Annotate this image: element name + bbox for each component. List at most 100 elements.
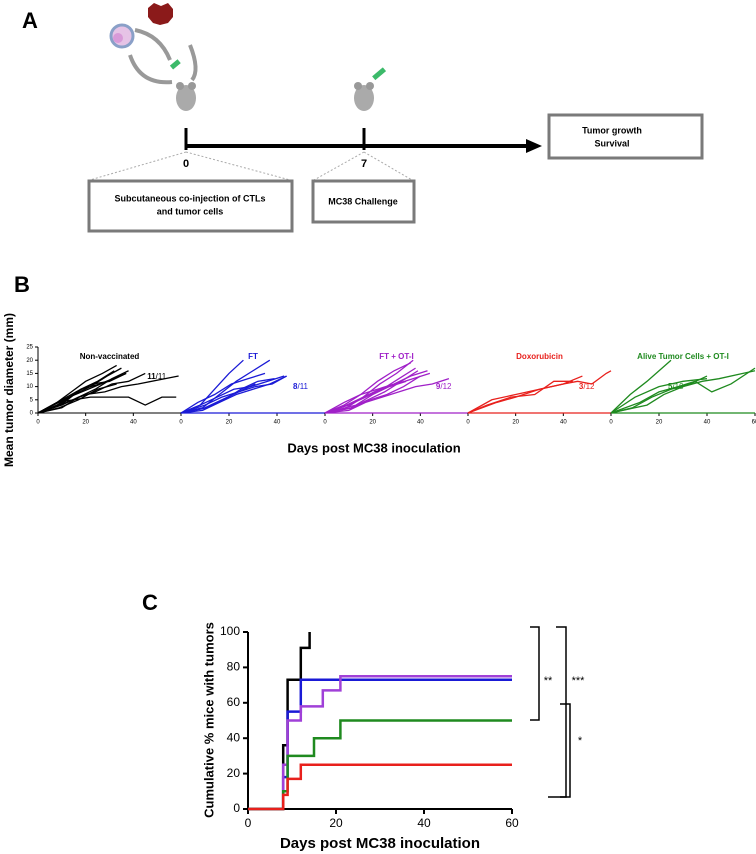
growth-curve xyxy=(467,375,583,414)
x-tick-label: 20 xyxy=(369,420,376,426)
y-tick-label: 60 xyxy=(227,695,241,709)
incidence-total: /11 xyxy=(156,372,167,381)
tumor-incidence: 11/11 xyxy=(147,372,167,381)
growth-curve xyxy=(37,396,177,414)
x-tick-label: 60 xyxy=(505,816,519,830)
growth-curve xyxy=(324,372,431,414)
x-tick-label: 0 xyxy=(245,816,252,830)
x-tick-label: 40 xyxy=(417,816,431,830)
x-axis-label: Days post MC38 inoculation xyxy=(287,440,460,455)
growth-curve xyxy=(37,375,179,414)
x-tick-label: 40 xyxy=(560,420,567,426)
x-tick-label: 20 xyxy=(226,420,233,426)
tumor-incidence: 5/10 xyxy=(668,382,684,391)
timeline xyxy=(89,128,542,181)
growth-curve xyxy=(610,367,756,414)
panel-label: A xyxy=(22,8,38,33)
growth-curve xyxy=(324,362,412,414)
growth-curve xyxy=(467,380,573,414)
growth-curve xyxy=(324,375,421,414)
y-tick-label: 100 xyxy=(220,624,240,638)
y-tick-label: 40 xyxy=(227,730,241,744)
survival-curve xyxy=(248,763,512,811)
x-tick-label: 0 xyxy=(36,420,40,426)
step-box xyxy=(311,179,416,224)
box-text: Survival xyxy=(594,138,629,148)
chart-title: Alive Tumor Cells + OT-I xyxy=(637,352,729,361)
incidence-count: 11 xyxy=(147,372,156,381)
x-tick-label: 20 xyxy=(512,420,519,426)
incidence-count: 8 xyxy=(293,382,298,391)
incidence-count: 3 xyxy=(579,382,584,391)
step-box xyxy=(87,179,294,233)
panel-label: C xyxy=(142,590,158,615)
mouse-icon xyxy=(354,67,387,111)
panel-label: B xyxy=(14,272,30,297)
x-tick-label: 40 xyxy=(417,420,424,426)
y-tick-label: 0 xyxy=(30,411,34,417)
chart-title: Non-vaccinated xyxy=(80,352,140,361)
tumor-incidence: 3/12 xyxy=(579,382,595,391)
growth-curve xyxy=(610,370,756,414)
incidence-total: /12 xyxy=(440,382,452,391)
growth-curve xyxy=(180,383,256,414)
growth-curve xyxy=(324,380,407,414)
x-tick-label: 20 xyxy=(656,420,663,426)
significance-label: *** xyxy=(572,675,586,687)
growth-curve xyxy=(37,372,127,414)
box-text: MC38 Challenge xyxy=(328,196,398,206)
y-tick-label: 10 xyxy=(26,384,33,390)
x-tick-label: 0 xyxy=(466,420,470,426)
mouse-icon xyxy=(176,82,196,111)
step-box xyxy=(547,113,704,160)
significance-label: * xyxy=(578,735,583,747)
y-tick-label: 20 xyxy=(227,766,241,780)
growth-curve xyxy=(324,378,450,414)
box-text: and tumor cells xyxy=(157,206,224,216)
growth-curve xyxy=(180,378,275,414)
incidence-total: /10 xyxy=(672,382,684,391)
x-tick-label: 40 xyxy=(704,420,711,426)
incidence-total: /11 xyxy=(297,382,308,391)
growth-curve xyxy=(324,367,416,414)
x-axis-label: Days post MC38 inoculation xyxy=(280,835,480,852)
survival-curve xyxy=(248,675,512,811)
y-tick-label: 25 xyxy=(26,345,33,351)
cell-icons xyxy=(109,3,198,85)
growth-curve xyxy=(610,378,708,414)
growth-curve xyxy=(610,359,672,414)
significance-label: ** xyxy=(544,675,553,687)
growth-curve xyxy=(180,375,287,414)
x-tick-label: 20 xyxy=(329,816,343,830)
x-tick-label: 0 xyxy=(323,420,327,426)
y-axis-label: Mean tumor diameter (mm) xyxy=(2,313,16,467)
y-tick-label: 15 xyxy=(26,371,33,377)
growth-curve xyxy=(37,383,117,414)
growth-curve xyxy=(37,372,146,414)
incidence-count: 5 xyxy=(668,382,673,391)
x-tick-label: 60 xyxy=(752,420,756,426)
tumor-incidence: 8/11 xyxy=(293,382,309,391)
box-text: Subcutaneous co-injection of CTLs xyxy=(114,193,265,203)
tumor-incidence: 9/12 xyxy=(436,382,452,391)
x-tick-label: 20 xyxy=(82,420,89,426)
y-tick-label: 5 xyxy=(30,397,34,403)
box-text: Tumor growth xyxy=(582,125,642,135)
y-axis-label: Cumulative % mice with tumors xyxy=(201,622,216,818)
chart-title: FT + OT-I xyxy=(379,352,413,361)
incidence-count: 9 xyxy=(436,382,441,391)
growth-curve xyxy=(180,375,285,414)
chart-title: Doxorubicin xyxy=(516,352,563,361)
x-tick-label: 0 xyxy=(179,420,183,426)
x-tick-label: 0 xyxy=(609,420,613,426)
x-tick-label: 40 xyxy=(274,420,281,426)
incidence-total: /12 xyxy=(583,382,595,391)
growth-curve xyxy=(180,372,266,414)
timeline-label: 7 xyxy=(361,158,367,170)
y-tick-label: 80 xyxy=(227,660,241,674)
y-tick-label: 20 xyxy=(26,358,33,364)
y-tick-label: 0 xyxy=(233,801,240,815)
significance-brackets xyxy=(530,626,571,798)
x-tick-label: 40 xyxy=(130,420,137,426)
